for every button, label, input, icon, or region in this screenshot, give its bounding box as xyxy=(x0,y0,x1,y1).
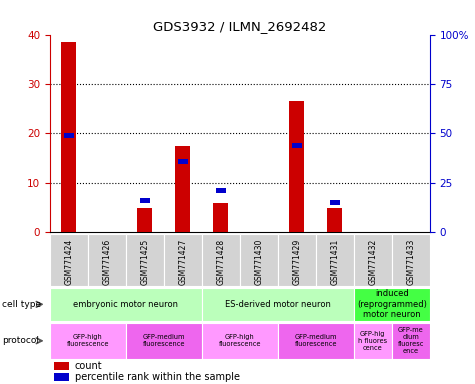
Bar xyxy=(327,208,342,232)
Text: count: count xyxy=(75,361,102,371)
Text: GSM771431: GSM771431 xyxy=(331,238,339,285)
Bar xyxy=(50,234,88,286)
Text: GFP-medium
fluorescence: GFP-medium fluorescence xyxy=(294,334,337,347)
Bar xyxy=(175,146,190,232)
Bar xyxy=(354,234,392,286)
Bar xyxy=(54,372,69,381)
Bar xyxy=(278,323,354,359)
Text: induced
(reprogrammed)
motor neuron: induced (reprogrammed) motor neuron xyxy=(357,290,427,319)
Bar xyxy=(178,159,188,164)
Bar xyxy=(164,234,202,286)
Bar xyxy=(316,234,354,286)
Text: GSM771424: GSM771424 xyxy=(65,238,73,285)
Bar xyxy=(240,234,278,286)
Bar xyxy=(202,323,278,359)
Bar xyxy=(61,42,76,232)
Bar xyxy=(354,323,392,359)
Text: GFP-me
dium
fluoresc
ence: GFP-me dium fluoresc ence xyxy=(398,327,424,354)
Bar xyxy=(392,323,430,359)
Bar xyxy=(278,234,316,286)
Text: GFP-medium
fluorescence: GFP-medium fluorescence xyxy=(142,334,185,347)
Bar xyxy=(126,323,202,359)
Text: GSM771433: GSM771433 xyxy=(407,238,415,285)
Text: GFP-hig
h fluores
cence: GFP-hig h fluores cence xyxy=(358,331,388,351)
Title: GDS3932 / ILMN_2692482: GDS3932 / ILMN_2692482 xyxy=(153,20,327,33)
Bar xyxy=(50,288,202,321)
Bar xyxy=(126,234,164,286)
Bar xyxy=(216,188,226,193)
Bar xyxy=(292,143,302,148)
Bar xyxy=(289,101,304,232)
Text: GSM771427: GSM771427 xyxy=(179,238,187,285)
Bar xyxy=(54,362,69,371)
Bar xyxy=(88,234,126,286)
Text: protocol: protocol xyxy=(2,336,39,345)
Text: GSM771430: GSM771430 xyxy=(255,238,263,285)
Bar xyxy=(213,203,228,232)
Bar xyxy=(392,234,430,286)
Text: ES-derived motor neuron: ES-derived motor neuron xyxy=(225,300,331,309)
Text: GSM771432: GSM771432 xyxy=(369,238,377,285)
Text: percentile rank within the sample: percentile rank within the sample xyxy=(75,371,239,382)
Text: GSM771428: GSM771428 xyxy=(217,238,225,285)
Bar xyxy=(202,288,354,321)
Text: cell type: cell type xyxy=(2,300,41,309)
Text: GSM771429: GSM771429 xyxy=(293,238,301,285)
Bar xyxy=(50,323,126,359)
Text: GSM771426: GSM771426 xyxy=(103,238,111,285)
Text: GFP-high
fluorescence: GFP-high fluorescence xyxy=(218,334,261,347)
Bar xyxy=(137,208,152,232)
Text: embryonic motor neuron: embryonic motor neuron xyxy=(73,300,179,309)
Bar xyxy=(330,200,340,205)
Bar xyxy=(64,133,74,138)
Text: GSM771425: GSM771425 xyxy=(141,238,149,285)
Bar xyxy=(140,198,150,203)
Bar xyxy=(354,288,430,321)
Text: GFP-high
fluorescence: GFP-high fluorescence xyxy=(66,334,109,347)
Bar xyxy=(202,234,240,286)
